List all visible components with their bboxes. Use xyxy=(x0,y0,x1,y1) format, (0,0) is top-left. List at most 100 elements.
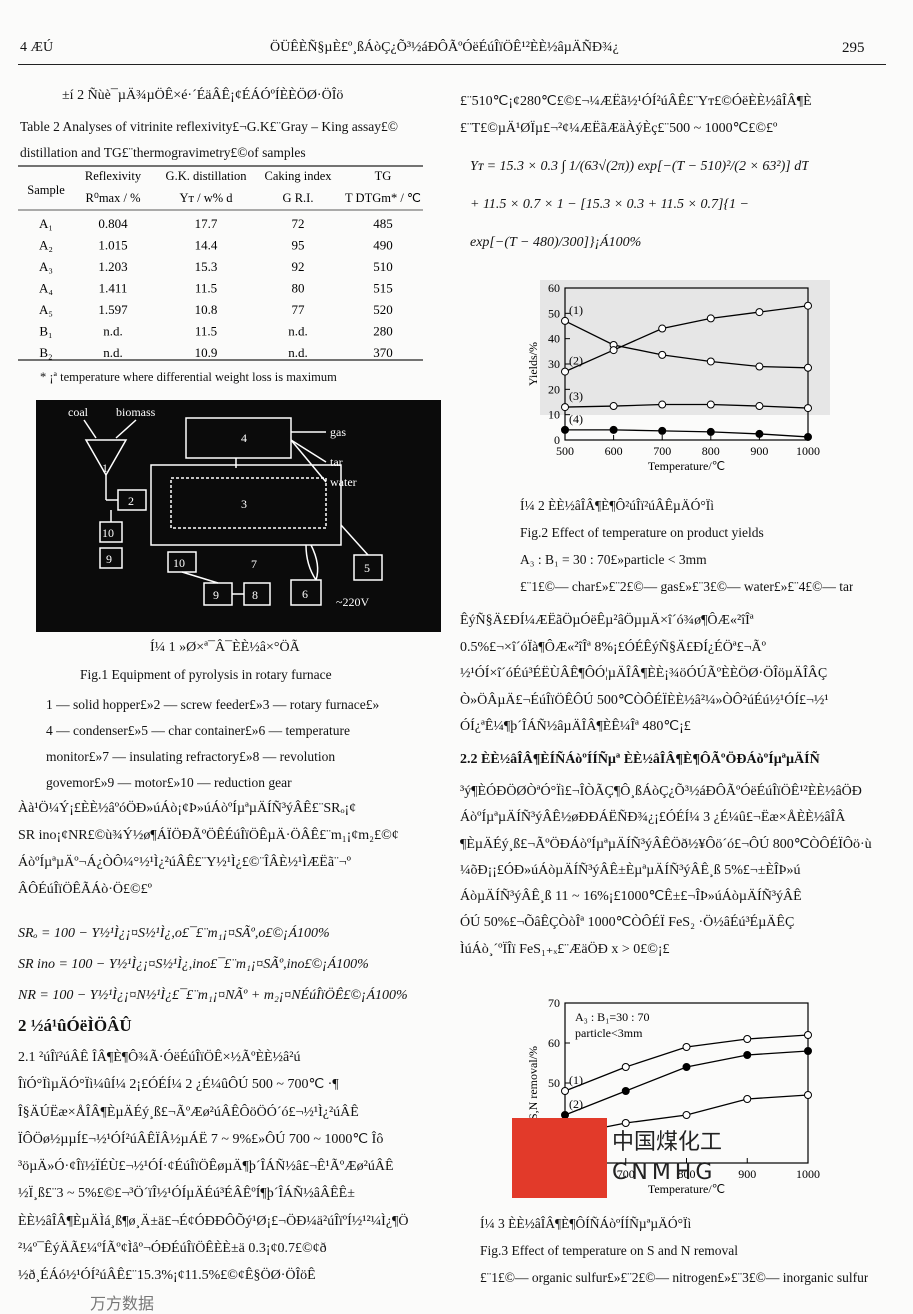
data-point xyxy=(621,1119,630,1127)
text-line: SRₒ = 100 − Y½¹Ì¿¡¤S½¹Ì¿,o£¯£¨m₁¡¤SÃº,o£… xyxy=(18,926,330,941)
diagram-label: 6 xyxy=(302,587,308,601)
data-point xyxy=(743,1095,752,1103)
table-cell: 11.5 xyxy=(195,324,217,339)
data-point xyxy=(561,367,569,376)
watermark: 中国煤化工 CNMHG xyxy=(512,1118,722,1198)
table-cell: 10.8 xyxy=(195,302,218,317)
data-point xyxy=(658,324,667,333)
x-tick-label: 1000 xyxy=(796,444,820,458)
text-line: distillation and TG£¨thermogravimetry£©o… xyxy=(20,145,306,160)
data-point xyxy=(743,1051,752,1059)
table-cell: n.d. xyxy=(288,345,308,360)
diagram-label: 4 xyxy=(241,431,247,445)
text-line: ÏÔÖø½µµÍ£¬½¹ÓÍ²úÂÊÏÂ½µÁË 7 ~ 9%£»ÔÚ 700 … xyxy=(18,1131,384,1147)
table-cell: n.d. xyxy=(288,324,308,339)
series-line xyxy=(564,320,809,369)
text-line: ÁòµÄÍÑ³ýÂÊ¸ß 11 ~ 16%¡£1000℃Ê±£¬ÎÞ»úÁòµÄ… xyxy=(460,889,802,905)
text-line: Àà¹Ö¼Ý¡£ÈÈ½âºóÖÐ»úÁò¡¢Þ»úÁòºÍµªµÄÍÑ³ýÂÊ£… xyxy=(18,801,357,816)
figure-caption: Í¼ 2 ÈÈ½âÎÂ¶È¶Ô²úÎï²úÂÊµÄÓ°Ïì Fig.2 Effec… xyxy=(520,492,853,600)
text-line: ²¼º¯ÊýÄÃ£¼ºÍÃº¢Ìåº¬ÓÐÉúÎïÖÊÈÈ±ä 0.3¡¢0.7… xyxy=(18,1241,327,1257)
table-cell: 77 xyxy=(292,302,306,317)
data-point xyxy=(561,1087,569,1095)
data-point xyxy=(609,425,618,434)
data-point xyxy=(804,1047,812,1055)
diagram-label: 5 xyxy=(364,561,370,575)
text-line: Í¼ 3 ÈÈ½âÎÂ¶È¶ÔÍÑÁòºÍÍÑµªµÄÓ°Ïì xyxy=(480,1216,692,1231)
text-line: ¶ÈµÄÉý¸ß£¬ÃºÖÐÁòºÍµªµÄÍÑ³ýÂÊÖð½¥Ôö´ó£¬ÔÚ… xyxy=(460,836,872,852)
text-line: + 11.5 × 0.7 × 1 − [15.3 × 0.3 + 11.5 × … xyxy=(470,197,749,212)
data-point xyxy=(658,350,667,359)
table-cell: 520 xyxy=(373,302,393,317)
section-heading: 2 ½á¹ûÓëÌÖÂÛ xyxy=(18,1016,132,1035)
data-point xyxy=(706,314,715,323)
data-point xyxy=(706,427,715,436)
text-line: £¨510℃¡¢280℃£©£¬¼ÆËã½¹ÓÍ²úÂÊ£¨Yᴛ£©ÓëÈÈ½â… xyxy=(460,94,812,109)
data-point xyxy=(561,403,569,412)
column-header: Caking index xyxy=(264,169,332,183)
y-tick-label: 20 xyxy=(548,382,560,396)
text-line: Í¼ 2 ÈÈ½âÎÂ¶È¶Ô²úÎï²úÂÊµÄÓ°Ïì xyxy=(520,498,714,513)
data-point xyxy=(804,432,812,441)
data-point xyxy=(755,308,764,317)
x-tick-label: 700 xyxy=(617,1167,635,1181)
y-tick-label: 30 xyxy=(548,357,560,371)
series-label: (4) xyxy=(569,412,583,426)
text-line: 0.5%£¬×î´óÏà¶ÔÆ«²îÎª 8%¡£ÓÉÊýÑ§Ä£ÐÍ¿ÉÖª£… xyxy=(460,639,767,655)
text-line: Fig.2 Effect of temperature on product y… xyxy=(520,525,764,540)
table-cell: A₁ xyxy=(39,216,53,231)
diagram-label: coal xyxy=(68,405,89,419)
x-tick-label: 700 xyxy=(653,444,671,458)
y-tick-label: 50 xyxy=(548,1076,560,1090)
data-point xyxy=(743,1035,752,1043)
text-line: ÎïÓ°ÏìµÄÓ°Ïì¼ûÍ¼ 2¡£ÓÉÍ¼ 2 ¿É¼ûÔÚ 500 ~ … xyxy=(18,1077,339,1093)
data-point xyxy=(804,1031,812,1039)
diagram-label: 7 xyxy=(251,557,257,571)
paragraph: 2.1 ²úÎï²úÂÊ ÎÂ¶È¶Ô¾­Ã·ÓëÉúÎïÖÊ×½ÃºÈÈ½â²… xyxy=(18,1044,443,1290)
table-cell: 1.411 xyxy=(99,281,128,296)
y-tick-label: 10 xyxy=(548,408,560,422)
text-line: ³öµÄ»Ó·¢Îï½ÏÉÙ£¬½¹ÓÍ·¢ÉúÎïÖÊøµÄ¶þ´ÎÁÑ½â£… xyxy=(18,1159,394,1175)
table-cell: 10.9 xyxy=(195,345,218,360)
diagram-label: biomass xyxy=(116,405,156,419)
diagram-label: 9 xyxy=(213,588,219,602)
x-tick-label: 1000 xyxy=(796,1167,820,1181)
text-line: monitor£»7 — insulating refractory£»8 — … xyxy=(46,749,336,764)
paragraph: Àà¹Ö¼Ý¡£ÈÈ½âºóÖÐ»úÁò¡¢Þ»úÁòºÍµªµÄÍÑ³ýÂÊ£… xyxy=(18,795,443,903)
text-line: ÁòºÍµªµÄÍÑ³ýÂÊ½øÐÐÁËÑÐ¾¿¡£ÓÉÍ¼ 3 ¿É¼û£¬Ë… xyxy=(460,810,846,826)
section-heading: 2.2 ÈÈ½âÎÂ¶ÈÍÑÁòºÍÍÑµª ÈÈ½âÎÂ¶È¶ÔÃºÖÐÁòº… xyxy=(460,752,820,767)
column-header: TG xyxy=(375,169,392,183)
x-tick-label: 800 xyxy=(678,1167,696,1181)
table-cell: 72 xyxy=(292,216,305,231)
table-caption: ±í 2 Ñùè¯µÄ¾µÖÊ×é·´ÉäÂÊ¡¢ÉÁÓºÍÈÈÖØ·ÖÎö xyxy=(62,88,344,103)
table-cell: B₂ xyxy=(39,345,52,360)
table-cell: 1.203 xyxy=(98,259,127,274)
table-cell: 510 xyxy=(373,259,393,274)
text-line: Fig.3 Effect of temperature on S and N r… xyxy=(480,1243,739,1258)
text-line: A₃ : B₁ = 30 : 70£»particle < 3mm xyxy=(520,552,707,567)
table-cell: A₄ xyxy=(39,281,53,296)
watermark-text: CNMHG xyxy=(612,1160,717,1185)
text-line: NR = 100 − Y½¹Ì¿¡¤N½¹Ì¿£¯£¨m₁¡¤NÃº + m₂¡… xyxy=(18,988,408,1003)
text-line: ÊýÑ§Ä£ÐÍ¼ÆËãÖµÓëÊµ²âÖµµÄ×î´ó¾ø¶ÔÆ«²îÎª xyxy=(460,613,754,628)
text-line: SR ino¡¢NR£©ù¾Ý½ø¶ÁÏÖÐÃºÖÊÉúÎïÖÊµÄ·ÖÂÊ£¨… xyxy=(18,828,399,843)
x-axis-label: Temperature/℃ xyxy=(648,1182,725,1196)
text-line: £¨1£©— char£»£¨2£©— gas£»£¨3£©— water£»£… xyxy=(520,579,854,594)
table-cell: 370 xyxy=(373,345,393,360)
data-point xyxy=(658,400,667,409)
series-label: (3) xyxy=(569,389,583,403)
text-line: ÓÚ 50%£¬ÕâÊÇÒòÎª 1000℃ÒÔÉÏ FeS₂ ·Ö½âÉú³É… xyxy=(460,915,795,931)
data-point xyxy=(804,363,812,372)
series-label: (1) xyxy=(569,1073,583,1087)
table-cell: 490 xyxy=(373,238,393,253)
table-cell: A₂ xyxy=(39,238,53,253)
data-point xyxy=(755,429,764,438)
text-line: exp[−(T − 480)/300]}¡Á100% xyxy=(470,235,642,250)
x-tick-label: 800 xyxy=(702,444,720,458)
header-rule xyxy=(18,64,886,65)
diagram-label: 2 xyxy=(128,494,134,508)
annotation: A₃ : B₁=30 : 70 xyxy=(575,1010,649,1024)
series-line xyxy=(564,403,809,409)
data-point xyxy=(609,346,618,355)
x-tick-label: 500 xyxy=(556,444,574,458)
